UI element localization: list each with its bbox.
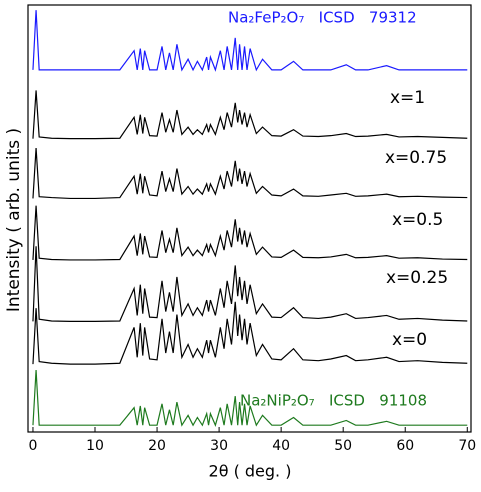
x-tick-label: 70 (458, 438, 476, 454)
series-label: x=0.5 (392, 210, 443, 230)
pattern-line (32, 10, 468, 72)
x-tick-label: 10 (86, 438, 104, 454)
series-label: x=0.25 (386, 268, 448, 288)
x-tick-label: 20 (148, 438, 166, 454)
series-label: x=0.75 (385, 148, 447, 168)
x-tick-label: 30 (210, 438, 228, 454)
series-label: Na₂NiP₂O₇ ICSD 91108 (240, 392, 427, 410)
plot-frame (27, 4, 472, 433)
x-axis-label: 2θ ( deg. ) (209, 462, 292, 481)
pattern-line (32, 301, 468, 365)
pattern-line (32, 148, 468, 200)
x-tick-label: 0 (29, 438, 38, 454)
series-label: x=0 (392, 330, 427, 350)
pattern-line (32, 205, 468, 261)
x-tick-label: 50 (334, 438, 352, 454)
pattern-line (32, 90, 468, 140)
pattern-line (32, 370, 468, 427)
x-tick-label: 60 (396, 438, 414, 454)
pattern-line (32, 246, 468, 323)
series-label: Na₂FeP₂O₇ ICSD 79312 (228, 9, 417, 27)
y-axis-label: Intensity ( arb. units ) (4, 128, 24, 312)
x-tick-label: 40 (272, 438, 290, 454)
series-label: x=1 (390, 88, 425, 108)
